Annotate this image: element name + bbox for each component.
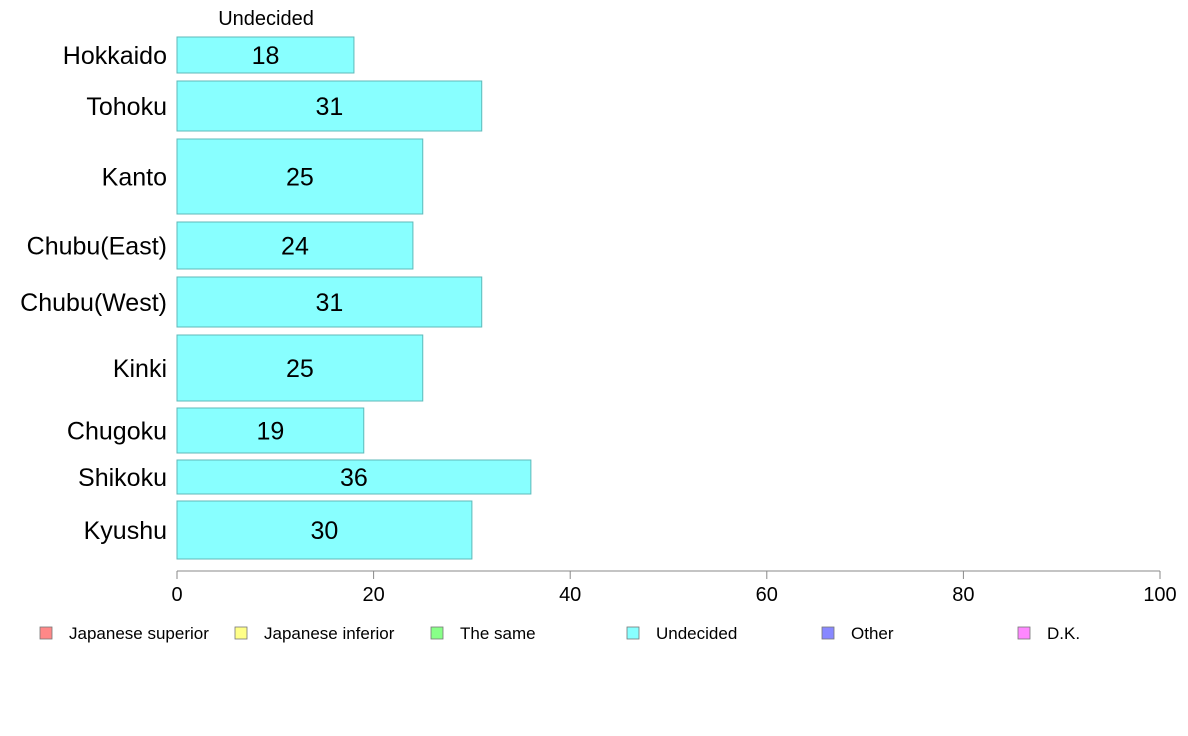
x-tick-label: 60 <box>756 584 778 606</box>
bar-hokkaido <box>176 36 355 74</box>
bar-chubu-west- <box>176 276 483 328</box>
value-label: 31 <box>315 289 343 317</box>
legend-swatch <box>626 626 640 640</box>
bar-chubu-east- <box>176 221 414 270</box>
bars-group: Hokkaido 18 Tohoku 31 Kanto 25 Chubu(East) 24 Ch… <box>20 36 532 560</box>
bar-tohoku <box>176 80 483 132</box>
legend-label: Undecided <box>656 624 737 643</box>
bar-kanto <box>176 138 424 215</box>
legend-swatch <box>430 626 444 640</box>
value-label: 24 <box>281 233 309 261</box>
value-label: 19 <box>256 418 284 446</box>
value-label: 18 <box>252 42 280 70</box>
category-label: Kinki <box>113 355 167 383</box>
bar-kyushu <box>176 500 473 560</box>
bar-chugoku <box>176 407 365 454</box>
category-label: Kyushu <box>84 517 167 545</box>
x-tick-label: 20 <box>362 584 384 606</box>
legend-label: Other <box>851 624 894 643</box>
legend-label: The same <box>460 624 536 643</box>
legend-swatch <box>821 626 835 640</box>
category-label: Chugoku <box>67 418 167 446</box>
legend-swatch <box>39 626 53 640</box>
legend-label: D.K. <box>1047 624 1080 643</box>
x-tick-label: 40 <box>559 584 581 606</box>
x-tick-label: 80 <box>952 584 974 606</box>
category-label: Kanto <box>102 164 167 192</box>
legend-swatch <box>1017 626 1031 640</box>
value-label: 25 <box>286 164 314 192</box>
legend-swatch <box>234 626 248 640</box>
category-label: Chubu(West) <box>20 289 167 317</box>
bar-kinki <box>176 334 424 402</box>
category-label: Shikoku <box>78 464 167 492</box>
legend-label: Japanese inferior <box>264 624 395 643</box>
value-label: 36 <box>340 464 368 492</box>
legend-label: Japanese superior <box>69 624 209 643</box>
x-axis: 0 20 40 60 80 100 <box>171 570 1177 606</box>
x-tick-label: 100 <box>1143 584 1176 606</box>
bar-shikoku <box>176 459 532 495</box>
category-label: Chubu(East) <box>27 233 167 261</box>
legend: Japanese superior Japanese inferior The sa… <box>39 624 1080 643</box>
value-label: 30 <box>311 517 339 545</box>
value-label: 25 <box>286 355 314 383</box>
category-label: Tohoku <box>86 93 167 121</box>
series-header: Undecided <box>218 8 314 30</box>
value-label: 31 <box>315 93 343 121</box>
x-tick-label: 0 <box>171 584 182 606</box>
category-label: Hokkaido <box>63 42 167 70</box>
